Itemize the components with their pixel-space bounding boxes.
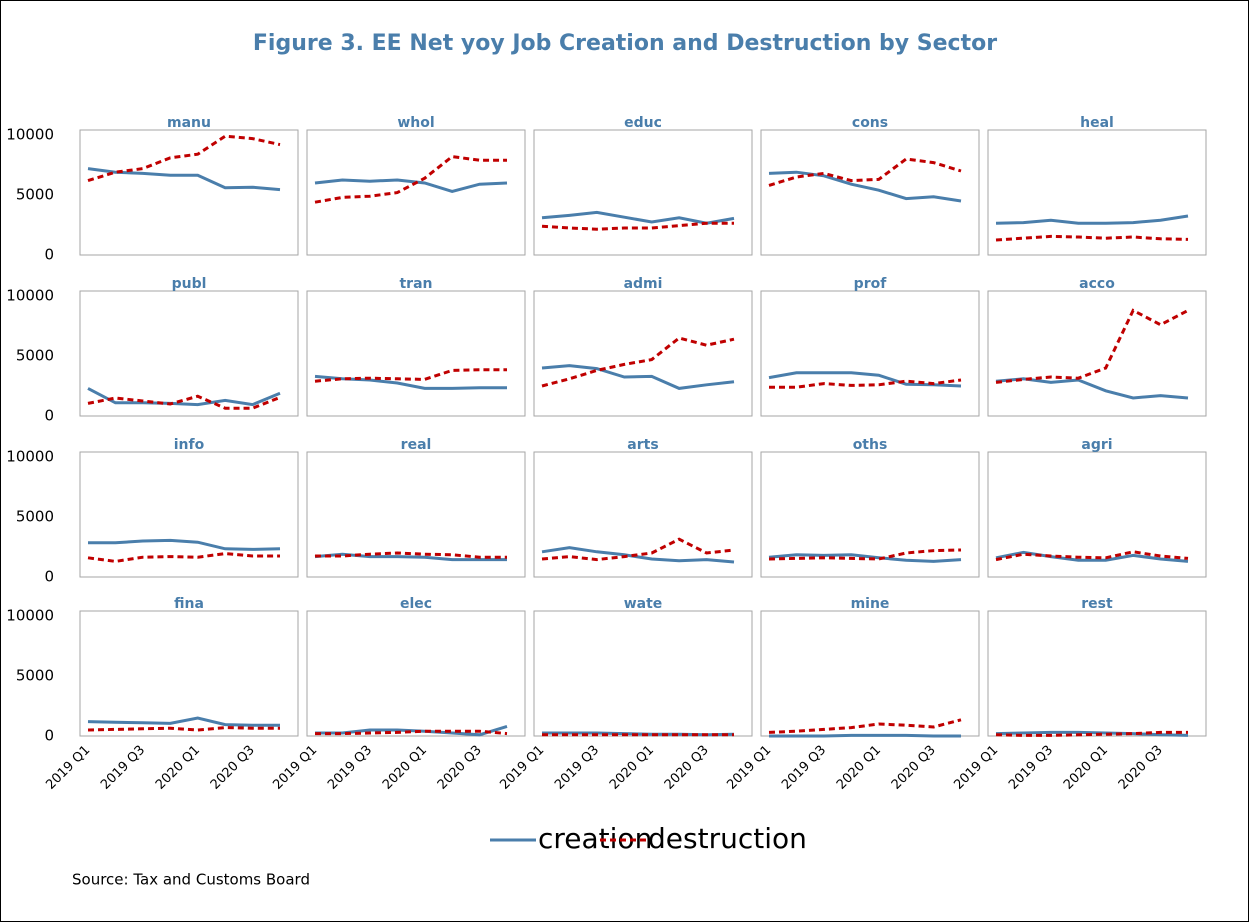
- destruction-line: [314, 368, 507, 383]
- panel-title: real: [401, 437, 432, 453]
- panel-frame: [760, 129, 980, 256]
- y-tick-label: 5000: [16, 347, 54, 365]
- panel-frame: [79, 129, 299, 256]
- panel-title: cons: [852, 115, 888, 131]
- panel-title: prof: [854, 276, 888, 292]
- destruction-line: [995, 234, 1189, 242]
- panel-title: mine: [851, 596, 890, 612]
- panel-frame: [987, 129, 1207, 256]
- panel-frame: [533, 451, 753, 578]
- panel-title: oths: [853, 437, 888, 453]
- panel-title: agri: [1081, 437, 1112, 453]
- destruction-line: [995, 730, 1188, 737]
- panel-title: whol: [397, 115, 434, 131]
- destruction-line: [769, 378, 962, 389]
- panel-frame: [760, 451, 980, 578]
- panel-frame: [760, 290, 980, 417]
- creation-line: [87, 387, 281, 407]
- y-tick-label: 0: [44, 727, 54, 745]
- creation-line: [87, 716, 280, 727]
- y-tick-label: 0: [44, 407, 54, 425]
- panel-title: tran: [399, 276, 432, 292]
- panel-frame: [79, 451, 299, 578]
- panel-title: admi: [624, 276, 663, 292]
- destruction-line: [315, 729, 508, 736]
- panel-frame: [79, 290, 299, 417]
- y-tick-label: 10000: [6, 126, 54, 144]
- destruction-line: [87, 552, 280, 563]
- creation-line: [314, 178, 508, 193]
- destruction-line: [541, 336, 735, 388]
- destruction-line: [768, 548, 962, 561]
- panel-frame: [306, 290, 526, 417]
- destruction-line: [541, 537, 735, 562]
- y-tick-label: 5000: [16, 508, 54, 526]
- legend-label: destruction: [648, 822, 807, 855]
- creation-line: [769, 733, 961, 738]
- panel-frame: [533, 290, 753, 417]
- panel-frame: [987, 451, 1207, 578]
- destruction-line: [768, 718, 962, 734]
- panel-frame: [306, 451, 526, 578]
- panel-title: manu: [167, 115, 211, 131]
- panel-frame: [987, 290, 1207, 417]
- creation-line: [768, 553, 962, 563]
- y-tick-label: 0: [44, 246, 54, 264]
- panel-title: elec: [400, 596, 432, 612]
- creation-line: [541, 546, 735, 564]
- panel-frame: [533, 129, 753, 256]
- destruction-line: [768, 157, 962, 187]
- panel-title: publ: [172, 276, 207, 292]
- y-tick-label: 10000: [6, 607, 54, 625]
- panel-frame: [79, 610, 299, 737]
- panel-frame: [306, 129, 526, 256]
- destruction-line: [995, 308, 1189, 384]
- creation-line: [541, 364, 735, 390]
- creation-line: [995, 730, 1189, 737]
- destruction-line: [87, 726, 280, 732]
- panel-title: heal: [1080, 115, 1114, 131]
- y-tick-label: 10000: [6, 287, 54, 305]
- panel-frame: [306, 610, 526, 737]
- figure-title: Figure 3. EE Net yoy Job Creation and De…: [253, 31, 997, 56]
- panel-title: fina: [174, 596, 204, 612]
- creation-line: [995, 214, 1189, 225]
- destruction-line: [314, 155, 507, 204]
- panel-title: wate: [624, 596, 663, 612]
- panel-title: rest: [1081, 596, 1113, 612]
- creation-line: [88, 538, 281, 551]
- creation-line: [768, 170, 962, 203]
- panel-title: educ: [624, 115, 662, 131]
- destruction-line: [995, 550, 1189, 562]
- destruction-line: [87, 134, 281, 183]
- y-tick-label: 5000: [16, 667, 54, 685]
- destruction-line: [87, 394, 281, 410]
- source-note: Source: Tax and Customs Board: [72, 871, 310, 889]
- panel-title: acco: [1079, 276, 1115, 292]
- y-tick-label: 5000: [16, 186, 54, 204]
- y-tick-label: 10000: [6, 448, 54, 466]
- panel-frame: [987, 610, 1207, 737]
- panel-title: arts: [627, 437, 658, 453]
- destruction-line: [315, 551, 507, 559]
- destruction-line: [541, 221, 734, 231]
- y-tick-label: 0: [44, 568, 54, 586]
- panel-title: info: [174, 437, 205, 453]
